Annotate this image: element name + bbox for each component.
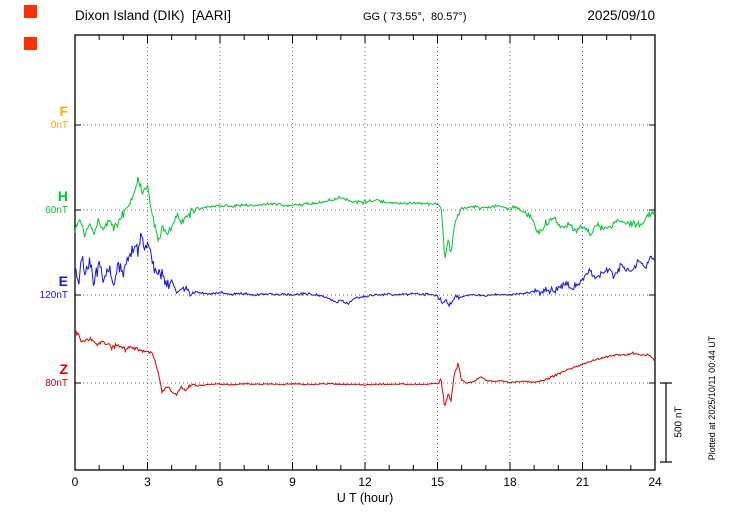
red-marker-top (24, 5, 37, 18)
x-axis-label: U T (hour) (336, 491, 394, 505)
red-marker-bottom (24, 37, 37, 50)
x-tick-label-15: 15 (430, 475, 445, 489)
component-baseline-h: 60nT (45, 205, 68, 216)
component-h: H 60nT (28, 189, 68, 216)
component-e: E 120nT (28, 274, 68, 301)
component-baseline-f: 0nT (50, 120, 68, 131)
component-label-f: F (59, 103, 68, 119)
x-tick-label-24: 24 (648, 475, 662, 489)
component-label-z: Z (59, 361, 68, 377)
trace-E (74, 232, 656, 308)
x-tick-label-3: 3 (144, 475, 151, 489)
trace-Z (74, 328, 656, 406)
station-title: Dixon Island (DIK) [AARI] (75, 8, 232, 23)
scale-bar-label: 500 nT (673, 406, 685, 438)
plotted-at-note: Plotted at 2025/10/11 00:44 UT (707, 335, 717, 461)
x-tick-label-0: 0 (71, 475, 79, 489)
x-tick-label-12: 12 (358, 475, 372, 489)
component-label-h: H (57, 188, 68, 204)
observation-date: 2025/09/10 (587, 8, 655, 23)
component-f: F 0nT (28, 104, 68, 131)
component-label-e: E (58, 273, 68, 289)
plot-frame (74, 34, 656, 471)
component-baseline-z: 80nT (45, 378, 68, 389)
geographic-coordinates: GG ( 73.55°, 80.57°) (363, 11, 467, 23)
x-tick-label-18: 18 (503, 475, 517, 489)
component-baseline-e: 120nT (39, 290, 68, 301)
x-tick-label-6: 6 (216, 475, 224, 489)
component-z: Z 80nT (28, 362, 68, 389)
x-tick-label-9: 9 (289, 475, 296, 489)
trace-H (74, 176, 656, 258)
x-tick-label-21: 21 (575, 475, 590, 489)
